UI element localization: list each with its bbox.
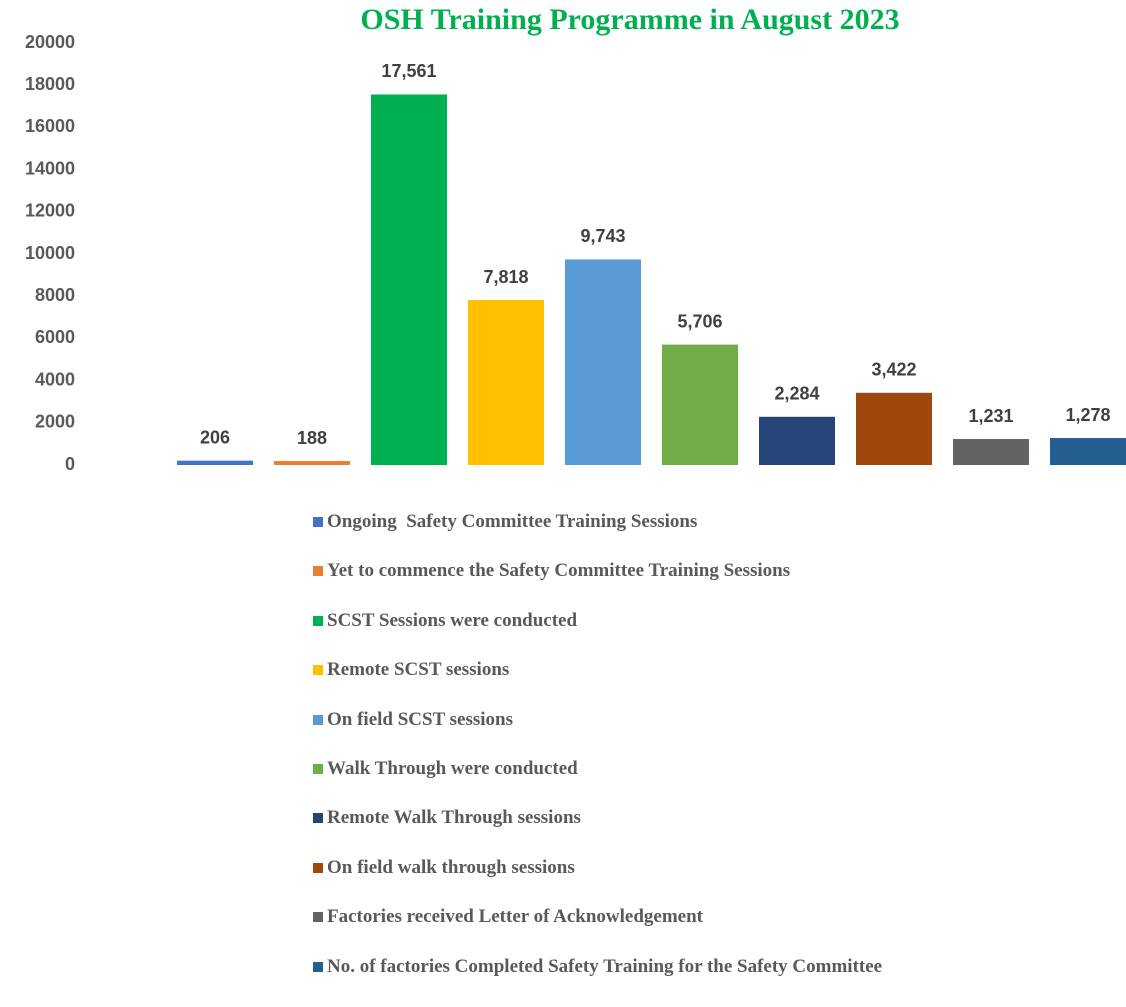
y-tick-label: 10000 — [25, 243, 75, 263]
legend-item: On field walk through sessions — [313, 856, 963, 905]
y-tick-label: 4000 — [35, 369, 75, 389]
y-tick-label: 14000 — [25, 158, 75, 178]
legend-label: Walk Through were conducted — [327, 757, 578, 779]
legend-label: Ongoing Safety Committee Training Sessio… — [327, 511, 698, 532]
value-label: 188 — [297, 428, 327, 448]
value-label: 17,561 — [381, 61, 436, 81]
y-tick-label: 16000 — [25, 116, 75, 136]
legend-swatch — [313, 961, 323, 972]
legend-label: Remote Walk Through sessions — [327, 807, 581, 829]
legend-label: SCST Sessions were conducted — [327, 609, 578, 631]
value-label: 5,706 — [677, 311, 722, 331]
y-tick-label: 18000 — [25, 74, 75, 94]
legend-swatch — [313, 615, 323, 626]
chart-title: OSH Training Programme in August 2023 — [360, 3, 899, 36]
value-label: 1,278 — [1065, 405, 1110, 425]
legend-label: On field walk through sessions — [327, 856, 575, 878]
legend-item: Remote Walk Through sessions — [313, 806, 963, 855]
legend-swatch — [313, 763, 323, 774]
legend-swatch — [313, 517, 323, 527]
legend-label: On field SCST sessions — [327, 708, 514, 730]
bar — [953, 439, 1029, 465]
legend-label: Remote SCST sessions — [327, 659, 510, 681]
y-tick-label: 0 — [65, 454, 75, 474]
value-label: 2,284 — [774, 384, 819, 404]
legend-item: On field SCST sessions — [313, 708, 963, 757]
value-label: 7,818 — [483, 267, 528, 287]
legend-item: Yet to commence the Safety Committee Tra… — [313, 559, 963, 608]
bar — [565, 259, 641, 465]
y-tick-label: 8000 — [35, 285, 75, 305]
legend-swatch — [313, 714, 323, 725]
chart: OSH Training Programme in August 2023 0 2… — [25, 3, 1126, 474]
legend-swatch — [313, 912, 323, 923]
legend-item: Walk Through were conducted — [313, 757, 963, 806]
value-label: 1,231 — [968, 406, 1013, 426]
legend-label: Factories received Letter of Acknowledge… — [327, 906, 704, 928]
bar — [274, 461, 350, 465]
bar — [856, 392, 932, 465]
y-tick-label: 2000 — [35, 412, 75, 432]
bar — [468, 300, 544, 465]
bar — [177, 460, 253, 465]
bar — [759, 416, 835, 465]
legend: Ongoing Safety Committee Training Sessio… — [313, 510, 963, 1004]
value-label: 3,422 — [871, 360, 916, 380]
y-tick-label: 6000 — [35, 327, 75, 347]
legend-swatch — [313, 813, 323, 824]
y-tick-label: 12000 — [25, 201, 75, 221]
legend-swatch — [313, 566, 323, 577]
legend-item: Remote SCST sessions — [313, 658, 963, 707]
legend-item: No. of factories Completed Safety Traini… — [313, 955, 963, 1004]
legend-item: SCST Sessions were conducted — [313, 609, 963, 658]
legend-swatch — [313, 665, 323, 676]
bar — [662, 344, 738, 465]
legend-item: Factories received Letter of Acknowledge… — [313, 905, 963, 954]
legend-label: No. of factories Completed Safety Traini… — [327, 955, 883, 977]
y-tick-label: 20000 — [25, 32, 75, 52]
legend-label: Yet to commence the Safety Committee Tra… — [327, 560, 791, 582]
legend-item: Ongoing Safety Committee Training Sessio… — [313, 510, 963, 559]
value-label: 206 — [200, 427, 230, 447]
bar — [1050, 438, 1126, 465]
bar — [371, 94, 447, 466]
value-label: 9,743 — [580, 226, 625, 246]
legend-swatch — [313, 862, 323, 873]
